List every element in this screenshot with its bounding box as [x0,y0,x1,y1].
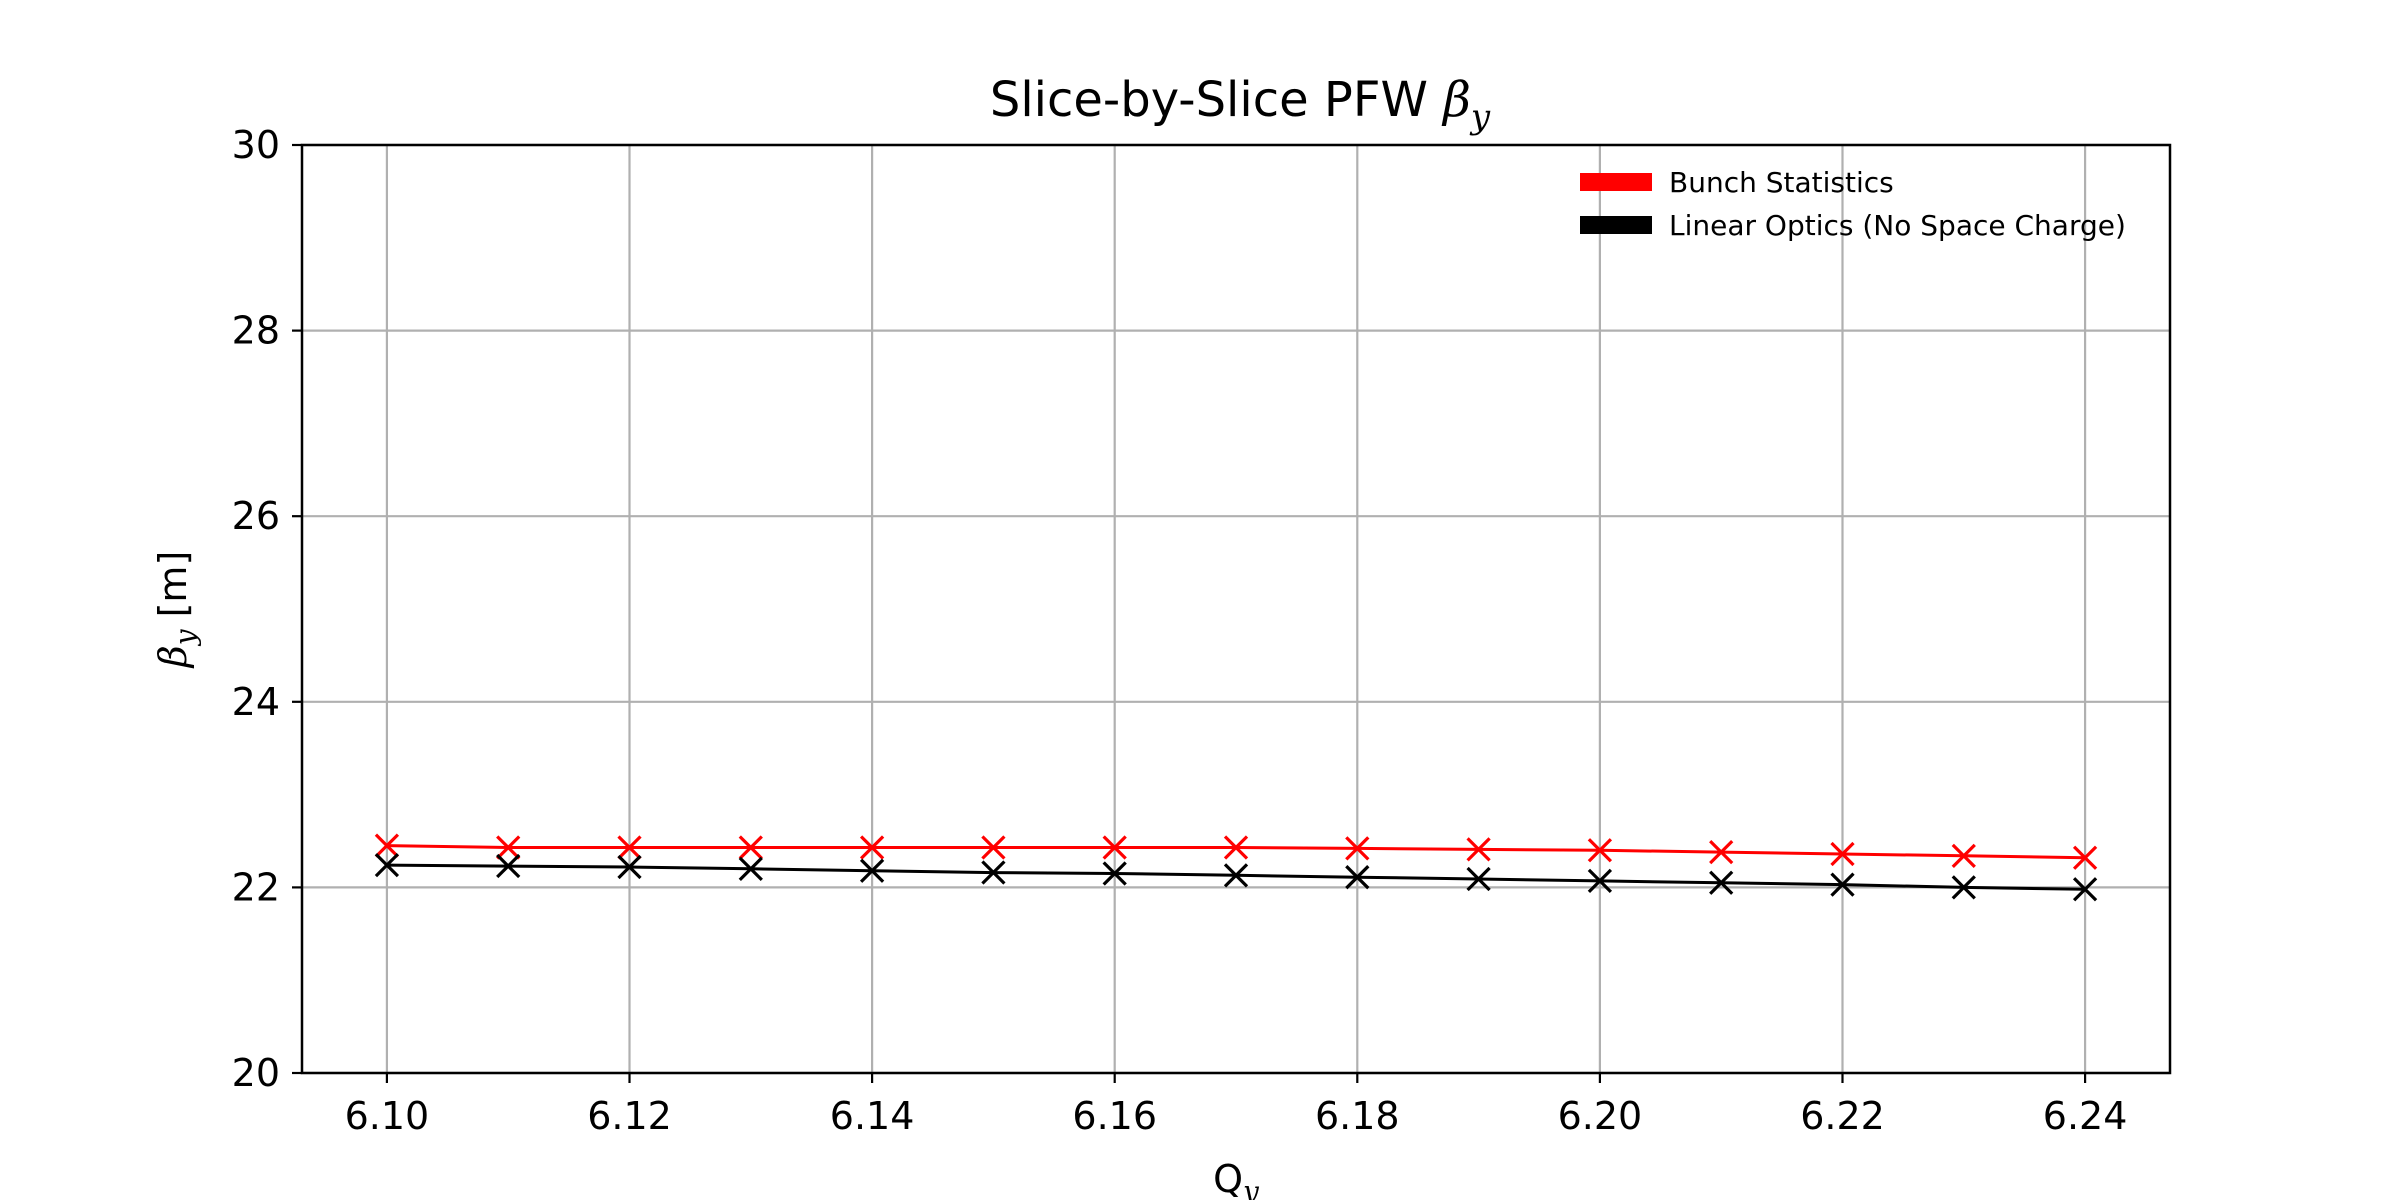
legend: Bunch Statistics Linear Optics (No Space… [1580,166,2126,242]
y-axis-label: βy [m] [151,551,202,670]
x-axis-label: Qy [1213,1157,1260,1200]
data-point-1 [981,860,1006,885]
data-point-1 [2072,877,2098,902]
legend-label-bunch-statistics: Bunch Statistics [1669,166,1894,199]
data-point-1 [1709,870,1734,895]
data-point-0 [1830,841,1855,867]
y-tick-label: 24 [232,680,280,724]
data-point-0 [981,835,1006,860]
data-point-0 [374,833,400,858]
data-point-0 [2072,845,2098,870]
x-tick-label: 6.18 [1315,1094,1400,1138]
data-point-1 [1951,875,1976,900]
data-point-1 [1466,866,1491,892]
data-point-0 [496,835,521,860]
x-tick-label: 6.10 [345,1094,430,1138]
data-point-1 [617,854,642,880]
x-tick-label: 6.14 [830,1094,915,1138]
data-point-0 [1466,837,1491,862]
data-point-0 [617,835,642,860]
x-tick-label: 6.22 [1800,1094,1885,1138]
data-point-0 [1102,835,1127,860]
x-tick-label: 6.16 [1072,1094,1157,1138]
data-point-0 [1223,835,1249,860]
data-point-1 [1830,872,1855,897]
legend-swatch-bunch-statistics [1580,173,1652,191]
data-point-1 [374,852,400,878]
legend-label-linear-optics: Linear Optics (No Space Charge) [1669,209,2126,242]
data-point-0 [859,835,885,860]
data-point-1 [1587,868,1613,894]
x-tick-label: 6.12 [587,1094,672,1138]
data-point-0 [1587,838,1613,863]
legend-swatch-linear-optics [1580,216,1652,234]
y-tick-label: 20 [232,1051,280,1095]
y-tick-label: 28 [232,309,280,353]
y-tick-label: 22 [232,865,280,909]
plot-frame [300,143,2172,1075]
y-tick-label: 30 [232,123,280,167]
axis-ticks: 6.10 6.12 6.14 6.16 6.18 6.20 6.22 6.24 20 22 24 26… [232,123,2128,1138]
data-point-0 [1709,840,1734,865]
y-tick-label: 26 [232,494,280,538]
data-point-1 [738,856,763,881]
x-tick-label: 6.20 [1558,1094,1643,1138]
data-point-1 [1102,861,1127,886]
data-point-0 [1345,836,1370,861]
chart-title: Slice-by-Slice PFW βy [990,72,1491,137]
data-point-1 [1223,863,1249,888]
data-point-1 [859,858,885,883]
data-point-1 [496,853,521,879]
data-point-1 [1345,865,1370,890]
plot-series [374,833,2098,902]
data-point-0 [1951,843,1976,868]
x-tick-label: 6.24 [2043,1094,2128,1138]
data-point-0 [738,835,763,860]
